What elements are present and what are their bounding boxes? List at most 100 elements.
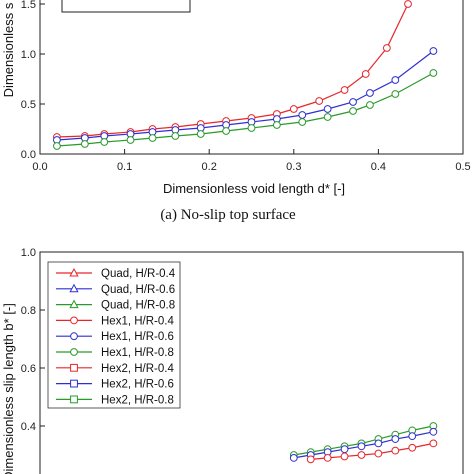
legend-marker [70,363,78,372]
legend-entry: Hex1, H/R-0.8 [56,347,174,359]
y-tick-label: 0.6 [21,363,36,375]
series-2 [306,439,438,464]
x-tick-label: 0.2 [202,161,217,173]
data-point [408,432,417,441]
data-point [349,98,357,106]
legend-marker [69,267,79,277]
data-point [374,449,383,458]
y-tick-label: 1.0 [21,49,36,61]
chart-a-y-ticks: 0.0 0.5 1.0 1.5 [21,0,45,161]
data-point [315,97,324,105]
x-tick-label: 0.0 [32,161,47,173]
legend-entry: Quad, H/R-0.8 [56,299,175,312]
legend-marker [70,395,78,404]
y-tick-label: 0.0 [21,149,36,161]
chart-b-y-axis-label: Dimensionless slip length b* [-] [1,303,16,474]
data-point [429,427,438,436]
chart-b-legend: Quad, H/R-0.4 Quad, H/R-0.6 Quad, H/R-0.8 H… [47,261,181,409]
data-point [148,134,157,142]
legend-label: Quad, H/R-0.4 [101,268,176,280]
legend-label: Quad, H/R-0.6 [101,284,175,296]
data-point [391,446,400,455]
legend-marker [70,316,78,325]
y-tick-label: 0.4 [21,421,36,433]
y-tick-label: 1.5 [21,0,36,11]
data-point [126,136,135,144]
data-point [349,107,357,115]
series-line [56,3,409,138]
data-point [323,105,332,113]
chart-a: 0.0 0.5 1.0 1.5 0.0 0.1 0.2 0.3 0.4 0.5 Dimensio… [1,0,471,223]
data-point [382,44,391,52]
x-tick-label: 0.5 [455,161,470,173]
data-point [391,435,400,443]
legend-marker [70,332,78,341]
legend-entry: Hex2, H/R-0.6 [56,379,174,391]
legend-entry: Hex2, H/R-0.8 [56,394,174,406]
chart-a-x-axis-label: Dimensionless void length d* [-] [163,181,345,196]
data-point [429,47,438,55]
chart-b-y-ticks: 0.4 0.6 0.8 1.0 [21,247,45,433]
legend-label: Hex2, H/R-0.6 [101,379,174,391]
chart-a-legend-box [61,0,191,13]
chart-a-plot-frame [39,0,464,155]
data-point [298,111,307,119]
data-point [306,455,315,464]
data-point [222,127,231,135]
data-point [298,118,307,126]
y-tick-label: 1.0 [21,247,36,259]
x-tick-label: 0.1 [117,161,132,173]
chart-a-series [53,0,438,150]
chart-a-y-axis-label: Dimensionless s [1,2,16,97]
series-line [56,72,434,147]
series-0 [53,0,412,141]
data-point [247,124,256,132]
legend-label: Hex2, H/R-0.4 [101,363,174,375]
legend-label: Hex1, H/R-0.6 [101,331,174,343]
data-point [196,130,205,138]
legend-label: Hex1, H/R-0.8 [101,347,174,359]
data-point [171,132,180,140]
legend-marker [69,299,79,309]
legend-entry: Quad, H/R-0.4 [56,267,176,280]
chart-b-series [289,422,438,464]
series-2 [53,69,438,150]
data-point [429,439,438,448]
series-1 [53,47,438,144]
data-point [357,442,366,451]
data-point [361,70,370,78]
chart-b: 0.4 0.6 0.8 1.0 Dimensionless slip length b… [1,247,464,474]
data-point [289,454,298,462]
chart-a-caption: (a) No-slip top surface [160,207,296,223]
legend-entry: Hex1, H/R-0.4 [56,315,174,327]
data-point [323,454,332,462]
legend-marker [69,283,79,293]
y-tick-label: 0.8 [21,305,36,317]
data-point [323,113,332,121]
data-point [53,142,61,150]
data-point [366,89,374,97]
series-1 [289,427,438,462]
data-point [272,121,281,129]
data-point [289,105,298,113]
chart-a-x-ticks: 0.0 0.1 0.2 0.3 0.4 0.5 [32,149,471,173]
legend-entry: Hex2, H/R-0.4 [56,363,174,375]
data-point [340,452,349,461]
legend-entry: Hex1, H/R-0.6 [56,331,174,343]
legend-label: Hex2, H/R-0.8 [101,394,174,406]
x-tick-label: 0.4 [371,161,386,173]
legend-entry: Quad, H/R-0.6 [56,283,175,296]
chart-b-plot-frame [39,251,464,474]
legend-marker [70,348,78,356]
data-point [408,443,417,452]
series-line [56,50,434,141]
data-point [340,445,349,454]
data-point [404,0,412,8]
y-tick-label: 0.5 [21,99,36,111]
data-point [357,451,366,459]
data-point [100,138,109,146]
data-point [429,69,438,77]
data-point [391,76,400,84]
data-point [340,86,349,94]
